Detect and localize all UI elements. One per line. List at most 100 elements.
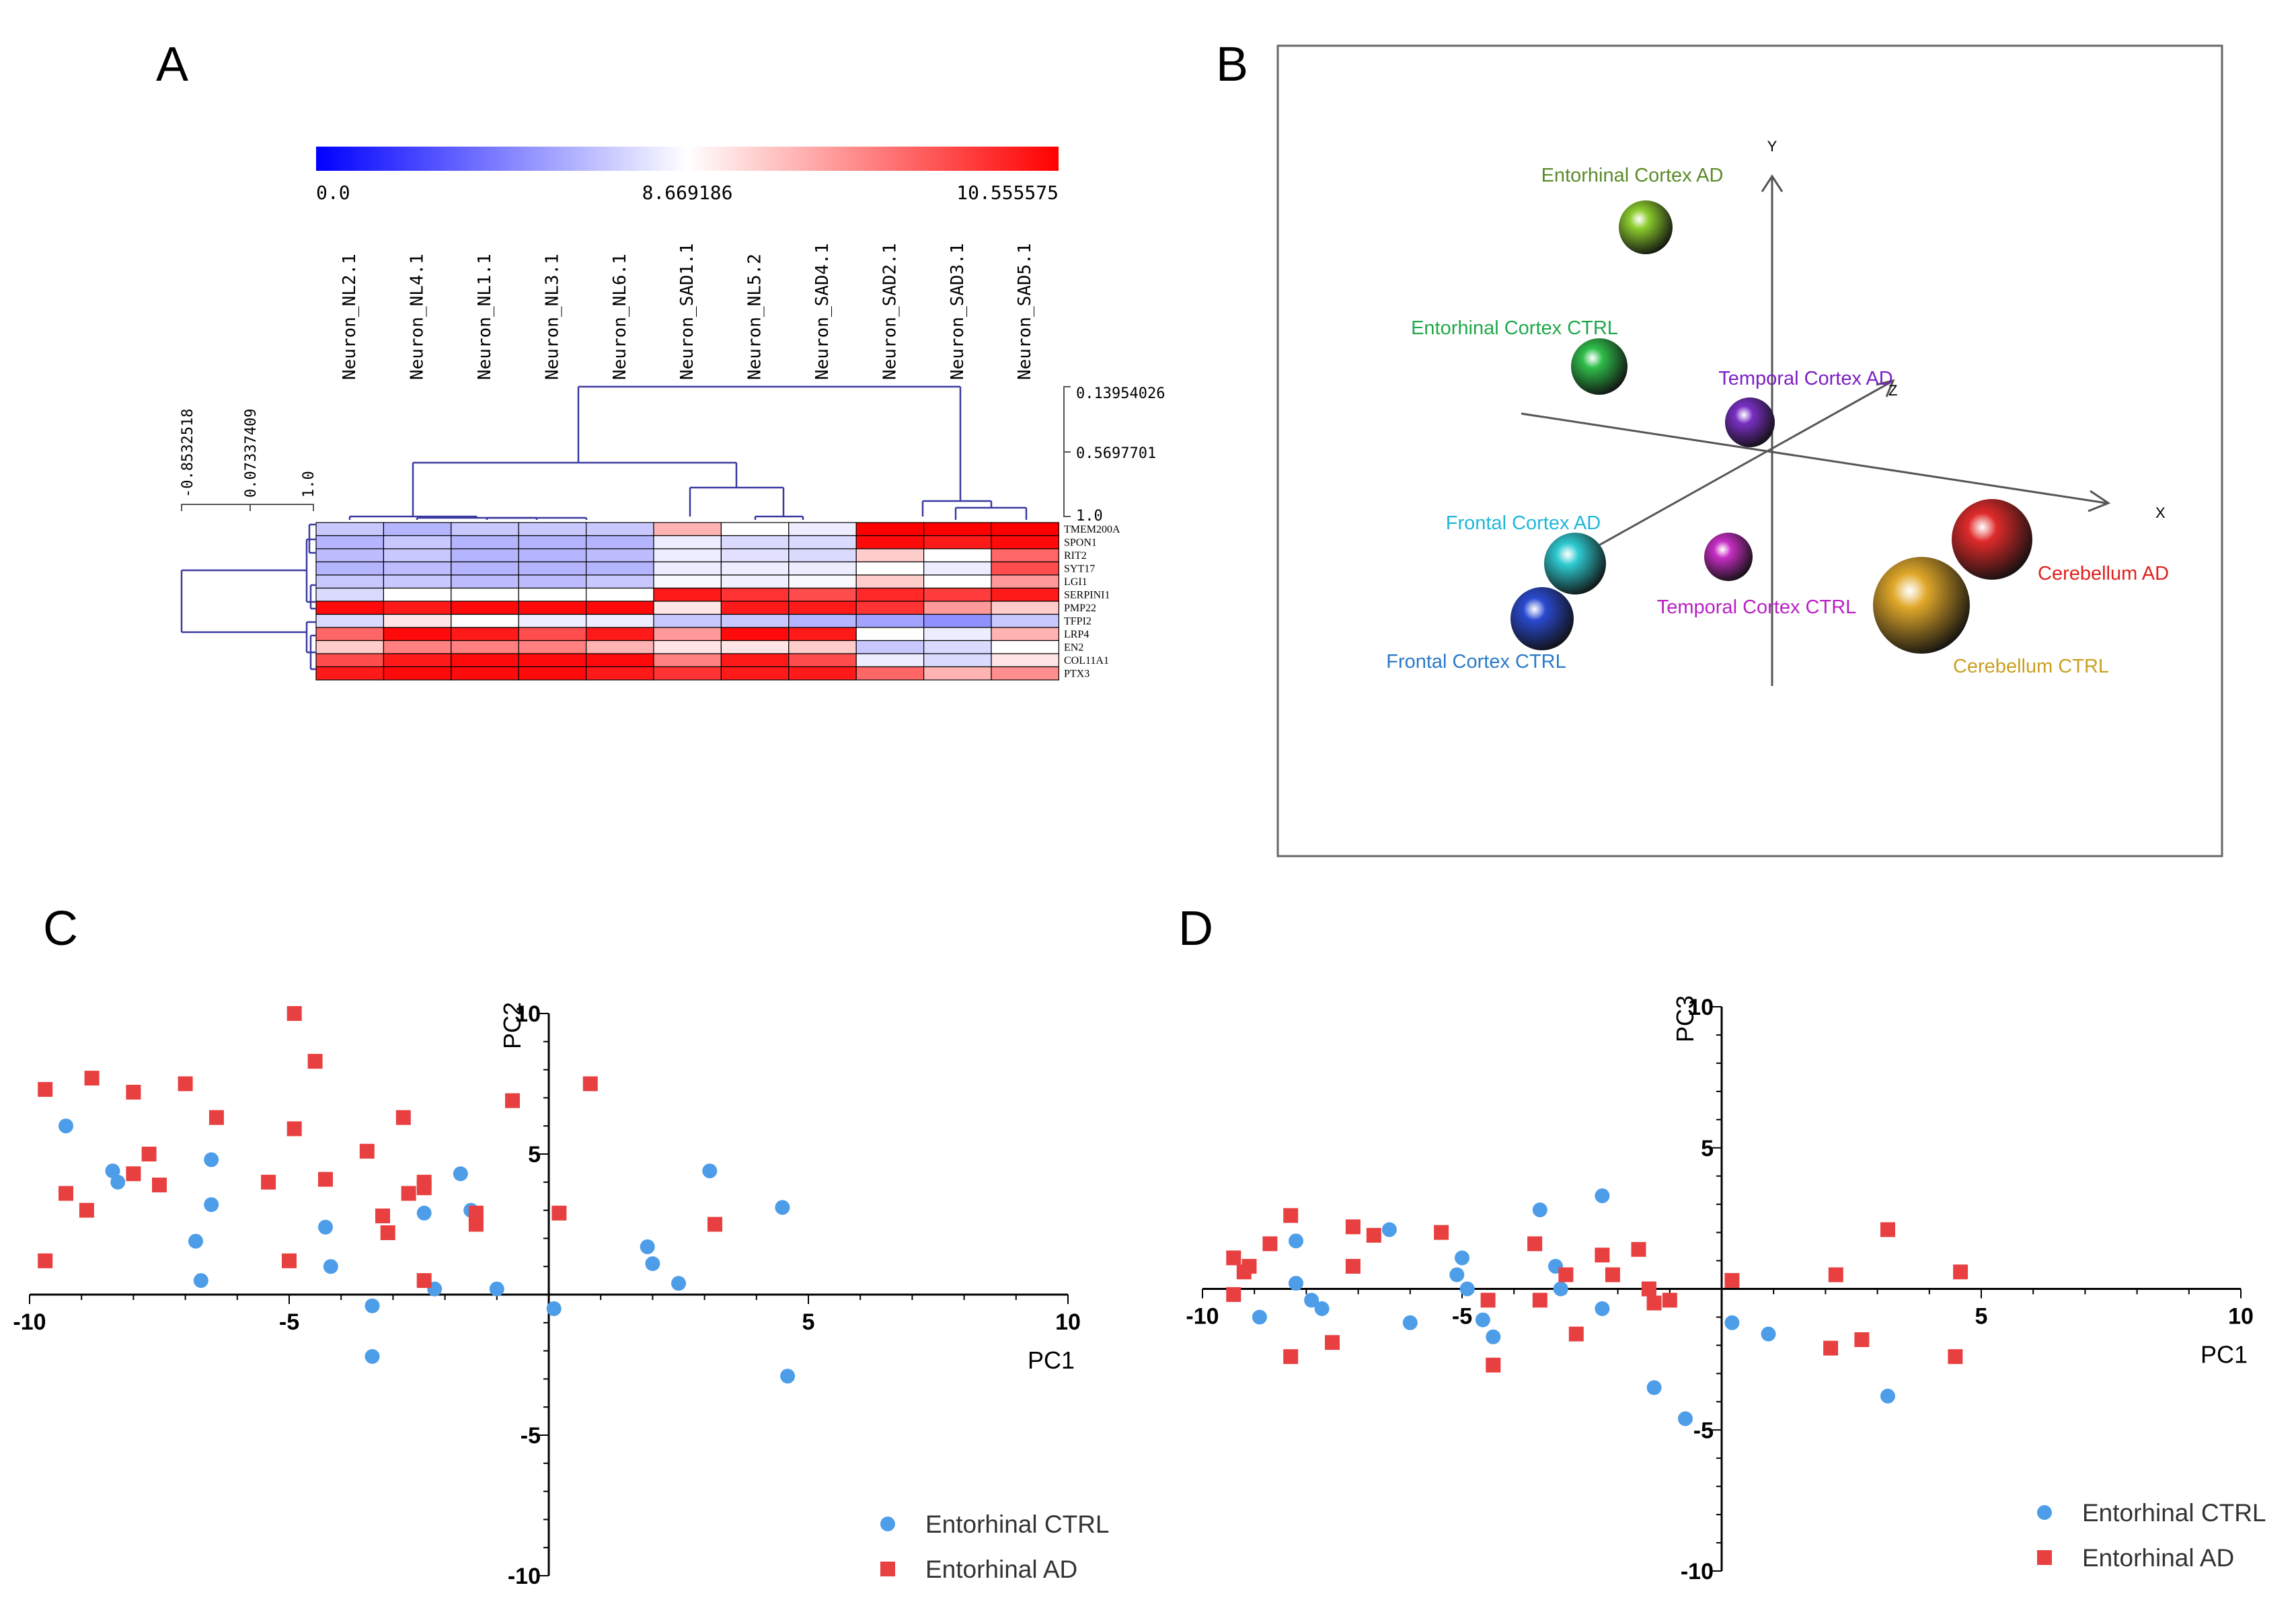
data-point-ctrl bbox=[1402, 1315, 1418, 1330]
heatmap-cell bbox=[855, 666, 925, 681]
heatmap-cell bbox=[451, 548, 519, 563]
heatmap-cell bbox=[855, 587, 925, 602]
data-point-ad bbox=[416, 1273, 432, 1289]
data-point-ctrl bbox=[1532, 1202, 1547, 1217]
heatmap-cell bbox=[788, 601, 857, 615]
data-point-ad bbox=[1595, 1248, 1610, 1263]
column-scale-label: 0.5697701 bbox=[1076, 445, 1156, 462]
heatmap-cell bbox=[585, 613, 654, 628]
data-point-ad bbox=[178, 1076, 193, 1092]
data-point-ctrl bbox=[1646, 1380, 1662, 1395]
heatmap-column-label: Neuron_NL5.2 bbox=[745, 254, 765, 380]
heatmap-cell bbox=[315, 587, 385, 602]
legend-marker-ctrl bbox=[2037, 1505, 2052, 1520]
heatmap-cell bbox=[855, 601, 925, 615]
heatmap-cell bbox=[585, 561, 654, 576]
pca-sphere-label: Cerebellum AD bbox=[2038, 563, 2169, 584]
z-axis-line bbox=[1581, 381, 1892, 556]
heatmap-cell bbox=[991, 587, 1060, 602]
heatmap-cell bbox=[585, 666, 654, 681]
heatmap-cell bbox=[451, 535, 519, 549]
pca-sphere bbox=[1725, 397, 1775, 447]
heatmap-cell bbox=[855, 653, 925, 668]
x-axis-label: X bbox=[2155, 504, 2166, 521]
heatmap-cell bbox=[315, 666, 385, 681]
heatmap-cell bbox=[855, 548, 925, 563]
pca-sphere-label: Entorhinal Cortex AD bbox=[1541, 165, 1724, 186]
data-point-ad bbox=[261, 1174, 276, 1190]
data-point-ad bbox=[395, 1110, 411, 1125]
x-axis-title: PC1 bbox=[1028, 1346, 1075, 1374]
color-scale-max-label: 10.555575 bbox=[956, 182, 1059, 204]
x-axis-line bbox=[1521, 412, 2107, 504]
heatmap-cell bbox=[991, 640, 1060, 654]
data-point-ad bbox=[1558, 1267, 1574, 1282]
heatmap-cell bbox=[855, 535, 925, 549]
heatmap-cell bbox=[923, 574, 992, 589]
pca-spheres: Entorhinal Cortex AD Entorhinal Cortex CT… bbox=[1386, 165, 2169, 677]
heatmap-cell bbox=[315, 627, 385, 642]
data-point-ctrl bbox=[1455, 1250, 1469, 1266]
heatmap-cell bbox=[788, 666, 857, 681]
data-point-ad bbox=[1226, 1250, 1241, 1266]
data-point-ctrl bbox=[645, 1256, 660, 1271]
heatmap-cell bbox=[383, 574, 452, 589]
heatmap-cell bbox=[923, 601, 992, 615]
heatmap-cell bbox=[451, 666, 519, 681]
data-point-ad bbox=[286, 1121, 302, 1137]
y-axis-title: PC3 bbox=[1671, 995, 1699, 1042]
x-tick-label: -5 bbox=[1452, 1304, 1472, 1330]
data-point-ctrl bbox=[188, 1233, 203, 1249]
heatmap-cell bbox=[451, 653, 519, 668]
heatmap-cell bbox=[383, 522, 452, 537]
heatmap-row-label: PMP22 bbox=[1064, 603, 1096, 614]
heatmap-cell bbox=[518, 561, 587, 576]
heatmap-cell bbox=[720, 666, 790, 681]
heatmap-cell bbox=[855, 522, 925, 537]
y-axis-arrow bbox=[1761, 174, 1784, 192]
legend-marker-ctrl bbox=[880, 1517, 895, 1531]
data-point-ad bbox=[38, 1081, 53, 1097]
data-point-ad bbox=[59, 1186, 73, 1201]
heatmap-cell bbox=[923, 613, 992, 628]
heatmap-cell bbox=[788, 627, 857, 642]
heatmap-cell bbox=[383, 587, 452, 602]
data-point-ad bbox=[375, 1209, 390, 1223]
heatmap-cell bbox=[518, 535, 587, 549]
pca-sphere-label: Temporal Cortex AD bbox=[1718, 368, 1893, 389]
data-point-ad bbox=[1345, 1258, 1361, 1274]
data-point-ad bbox=[468, 1205, 484, 1221]
legend-label: Entorhinal AD bbox=[925, 1556, 1077, 1583]
data-point-ctrl bbox=[204, 1197, 219, 1213]
data-point-ad bbox=[126, 1166, 141, 1182]
data-point-ad bbox=[416, 1174, 432, 1190]
heatmap-cell bbox=[720, 574, 790, 589]
column-scale-label: 0.13954026 bbox=[1076, 385, 1165, 402]
heatmap-cell bbox=[315, 601, 385, 615]
data-point-ad bbox=[1532, 1293, 1547, 1308]
data-point-ad bbox=[84, 1071, 100, 1086]
heatmap-cell bbox=[451, 561, 519, 576]
heatmap-column-label: Neuron_SAD1.1 bbox=[677, 243, 697, 381]
data-point-ad bbox=[401, 1186, 416, 1201]
pca-sphere bbox=[1510, 587, 1574, 650]
data-point-ctrl bbox=[546, 1301, 562, 1316]
panel-letter-c: C bbox=[43, 902, 78, 956]
data-point-ad bbox=[1283, 1349, 1299, 1365]
data-point-ad bbox=[1262, 1236, 1278, 1252]
pca-sphere bbox=[1873, 557, 1970, 654]
heatmap-cell bbox=[315, 574, 385, 589]
heatmap-cell bbox=[720, 548, 790, 563]
heatmap-cell bbox=[451, 587, 519, 602]
data-point-ad bbox=[468, 1217, 484, 1232]
heatmap-cell bbox=[518, 587, 587, 602]
data-point-ctrl bbox=[204, 1152, 219, 1167]
data-point-ctrl bbox=[416, 1205, 432, 1221]
data-point-ad bbox=[1226, 1287, 1241, 1302]
data-point-ctrl bbox=[1314, 1301, 1330, 1316]
data-point-ctrl bbox=[1678, 1411, 1693, 1426]
heatmap-cell bbox=[720, 522, 790, 537]
heatmap-cell bbox=[518, 548, 587, 563]
pca-sphere bbox=[1952, 499, 2032, 580]
data-point-ctrl bbox=[1553, 1281, 1568, 1297]
